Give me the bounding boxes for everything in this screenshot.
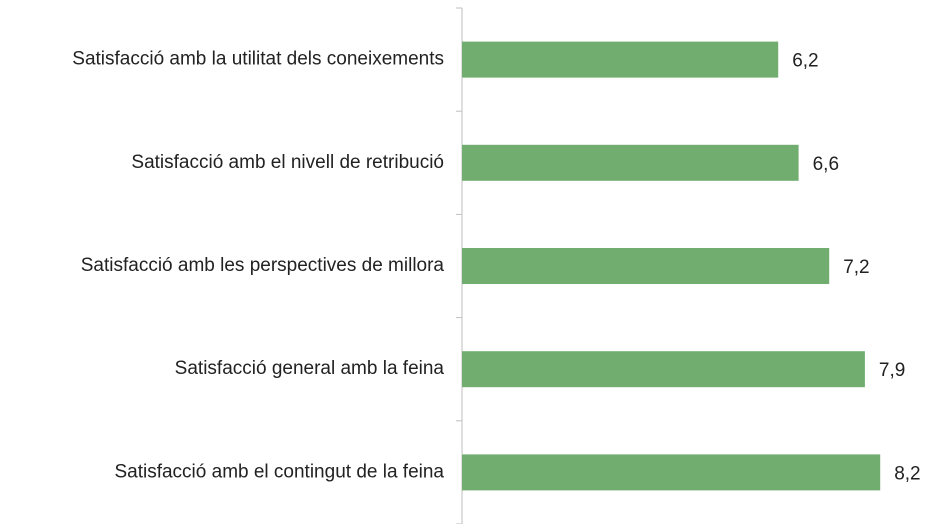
bar	[462, 351, 865, 388]
bar	[462, 41, 779, 78]
value-label: 6,2	[792, 51, 818, 72]
value-label: 6,6	[813, 154, 839, 175]
bar	[462, 248, 830, 284]
bar	[462, 454, 881, 491]
category-label: Satisfacció amb la utilitat dels coneixe…	[72, 49, 444, 70]
bar	[462, 144, 799, 181]
value-label: 7,2	[843, 257, 869, 278]
category-label: Satisfacció amb les perspectives de mill…	[81, 255, 445, 276]
category-label: Satisfacció amb el contingut de la feina	[114, 461, 444, 482]
category-label: Satisfacció general amb la feina	[175, 358, 445, 379]
value-label: 7,9	[879, 360, 905, 381]
value-label: 8,2	[894, 463, 920, 484]
category-label: Satisfacció amb el nivell de retribució	[131, 152, 444, 173]
